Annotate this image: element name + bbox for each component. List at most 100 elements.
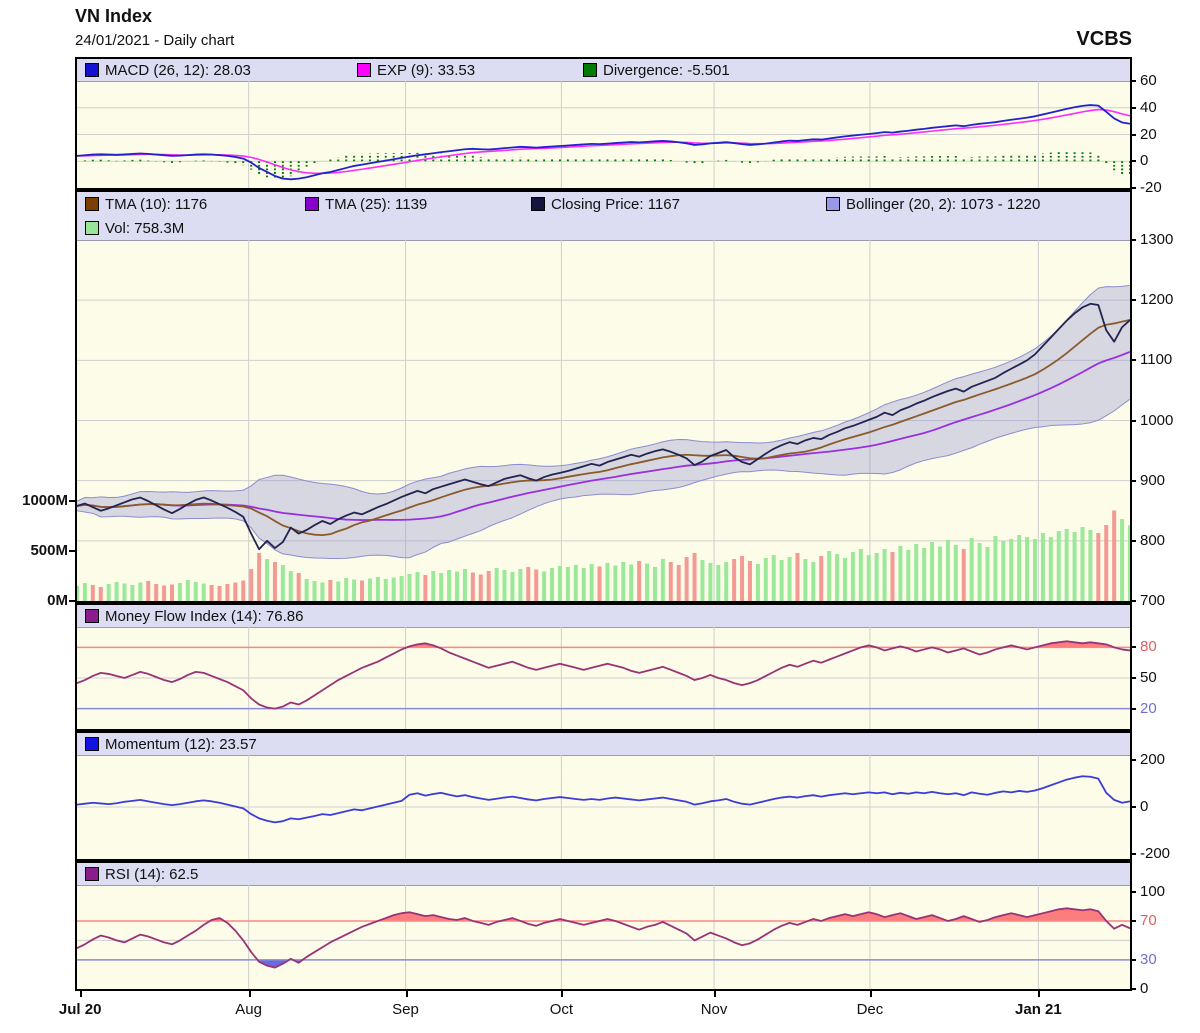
legend-swatch bbox=[583, 63, 597, 77]
vol-tick bbox=[69, 550, 75, 552]
legend-swatch bbox=[85, 197, 99, 211]
price-y-tick bbox=[1130, 479, 1136, 482]
x-axis-label: Jul 20 bbox=[58, 1001, 102, 1018]
macd-plot bbox=[77, 81, 1130, 188]
x-axis-tick bbox=[248, 991, 251, 997]
legend-label: TMA (10): 1176 bbox=[105, 195, 208, 213]
legend-label: EXP (9): 33.53 bbox=[377, 61, 476, 79]
x-axis-tick bbox=[869, 991, 872, 997]
x-axis-label: Jan 21 bbox=[1015, 1001, 1062, 1018]
mom-y-tick-label: 0 bbox=[1140, 798, 1149, 815]
mfi-legend: Money Flow Index (14): 76.86 bbox=[77, 605, 1130, 628]
mfi-panel: Money Flow Index (14): 76.86 bbox=[75, 603, 1132, 731]
legend-item-divergence: Divergence: -5.501 bbox=[583, 62, 730, 79]
legend-swatch bbox=[531, 197, 545, 211]
price-legend: TMA (10): 1176 TMA (25): 1139 Closing Pr… bbox=[77, 192, 1130, 241]
price-y-tick bbox=[1130, 600, 1136, 602]
legend-swatch bbox=[85, 63, 99, 77]
legend-swatch bbox=[305, 197, 319, 211]
rsi-y-tick bbox=[1130, 988, 1136, 990]
price-y-tick-label: 1100 bbox=[1140, 351, 1173, 369]
legend-label: Vol: 758.3M bbox=[105, 219, 185, 237]
legend-label: Momentum (12): 23.57 bbox=[105, 735, 257, 753]
mom-y-tick bbox=[1130, 758, 1136, 761]
x-axis-label: Nov bbox=[700, 1001, 728, 1018]
mom-y-tick-label: 200 bbox=[1140, 750, 1166, 768]
rsi-panel: RSI (14): 62.5 bbox=[75, 861, 1132, 991]
mfi-y-tick-label: 50 bbox=[1140, 669, 1157, 686]
macd-panel: MACD (26, 12): 28.03 EXP (9): 33.53 Dive… bbox=[75, 57, 1132, 190]
legend-label: RSI (14): 62.5 bbox=[105, 865, 199, 883]
x-axis-tick bbox=[405, 991, 408, 997]
rsi-plot bbox=[77, 885, 1130, 989]
macd-y-tick-label: 40 bbox=[1140, 98, 1157, 116]
price-y-tick bbox=[1130, 359, 1136, 362]
price-y-tick-label: 800 bbox=[1140, 531, 1166, 549]
legend-item-volume: Vol: 758.3M bbox=[85, 220, 184, 237]
rsi-y-tick bbox=[1130, 958, 1136, 961]
mom-y-tick-label: -200 bbox=[1140, 845, 1171, 863]
x-axis-tick bbox=[1038, 991, 1041, 997]
legend-item-bollinger: Bollinger (20, 2): 1073 - 1220 bbox=[826, 196, 1040, 213]
legend-swatch bbox=[85, 867, 99, 881]
brand-logo-vcbs: VCBS bbox=[1076, 28, 1132, 50]
rsi-y-tick-label: 100 bbox=[1140, 882, 1166, 900]
macd-y-tick-label: 0 bbox=[1140, 152, 1149, 170]
legend-label: Divergence: -5.501 bbox=[603, 61, 730, 79]
legend-swatch bbox=[85, 737, 99, 751]
price-y-tick bbox=[1130, 539, 1136, 542]
x-axis-label: Sep bbox=[392, 1001, 419, 1018]
legend-swatch bbox=[85, 609, 99, 623]
macd-y-tick-label: 20 bbox=[1140, 125, 1157, 143]
legend-swatch bbox=[85, 221, 99, 235]
vol-tick bbox=[69, 500, 75, 502]
macd-y-tick bbox=[1130, 160, 1136, 163]
x-axis-label: Dec bbox=[856, 1001, 884, 1018]
rsi-legend: RSI (14): 62.5 bbox=[77, 863, 1130, 886]
momentum-panel: Momentum (12): 23.57 bbox=[75, 731, 1132, 861]
mom-y-tick bbox=[1130, 806, 1136, 808]
rsi-y-tick-label: 70 bbox=[1140, 911, 1157, 929]
price-y-tick-label: 1200 bbox=[1140, 291, 1174, 309]
mfi-y-tick-label: 80 bbox=[1140, 638, 1157, 656]
legend-label: Bollinger (20, 2): 1073 - 1220 bbox=[846, 195, 1041, 213]
mfi-y-tick-label: 20 bbox=[1140, 699, 1157, 717]
legend-item-exp: EXP (9): 33.53 bbox=[357, 62, 583, 79]
price-y-tick bbox=[1130, 299, 1136, 302]
price-y-tick-label: 1300 bbox=[1140, 231, 1174, 248]
price-y-tick-label: 1000 bbox=[1140, 411, 1174, 429]
legend-item-momentum: Momentum (12): 23.57 bbox=[85, 736, 257, 753]
legend-label: Money Flow Index (14): 76.86 bbox=[105, 607, 304, 625]
vol-tick-label: 1000M bbox=[22, 492, 68, 509]
chart-date-subtitle: 24/01/2021 - Daily chart bbox=[75, 32, 235, 49]
x-axis-tick bbox=[714, 991, 717, 997]
price-y-tick bbox=[1130, 419, 1136, 422]
vol-tick bbox=[69, 600, 75, 602]
vol-tick-label: 0M bbox=[47, 592, 68, 609]
legend-swatch bbox=[826, 197, 840, 211]
rsi-y-tick-label: 0 bbox=[1140, 980, 1149, 997]
legend-label: Closing Price: 1167 bbox=[551, 195, 680, 213]
macd-y-tick-label: -20 bbox=[1140, 179, 1162, 196]
legend-item-mfi: Money Flow Index (14): 76.86 bbox=[85, 608, 303, 625]
price-panel: TMA (10): 1176 TMA (25): 1139 Closing Pr… bbox=[75, 190, 1132, 603]
mfi-y-tick bbox=[1130, 646, 1136, 649]
momentum-legend: Momentum (12): 23.57 bbox=[77, 733, 1130, 756]
page-title: VN Index bbox=[75, 6, 153, 26]
price-plot bbox=[77, 240, 1130, 601]
legend-label: MACD (26, 12): 28.03 bbox=[105, 61, 251, 79]
price-y-tick-label: 900 bbox=[1140, 471, 1166, 489]
x-axis-tick bbox=[561, 991, 564, 997]
x-axis-label: Aug bbox=[235, 1001, 262, 1018]
mom-plot bbox=[77, 755, 1130, 859]
x-axis-label: Oct bbox=[549, 1001, 574, 1018]
macd-y-tick bbox=[1130, 187, 1136, 189]
macd-y-tick bbox=[1130, 106, 1136, 109]
mfi-plot bbox=[77, 627, 1130, 729]
macd-y-tick bbox=[1130, 80, 1136, 82]
legend-item-rsi: RSI (14): 62.5 bbox=[85, 866, 198, 883]
legend-item-tma10: TMA (10): 1176 bbox=[85, 196, 305, 213]
x-axis-tick bbox=[80, 991, 83, 997]
price-y-tick bbox=[1130, 239, 1136, 241]
